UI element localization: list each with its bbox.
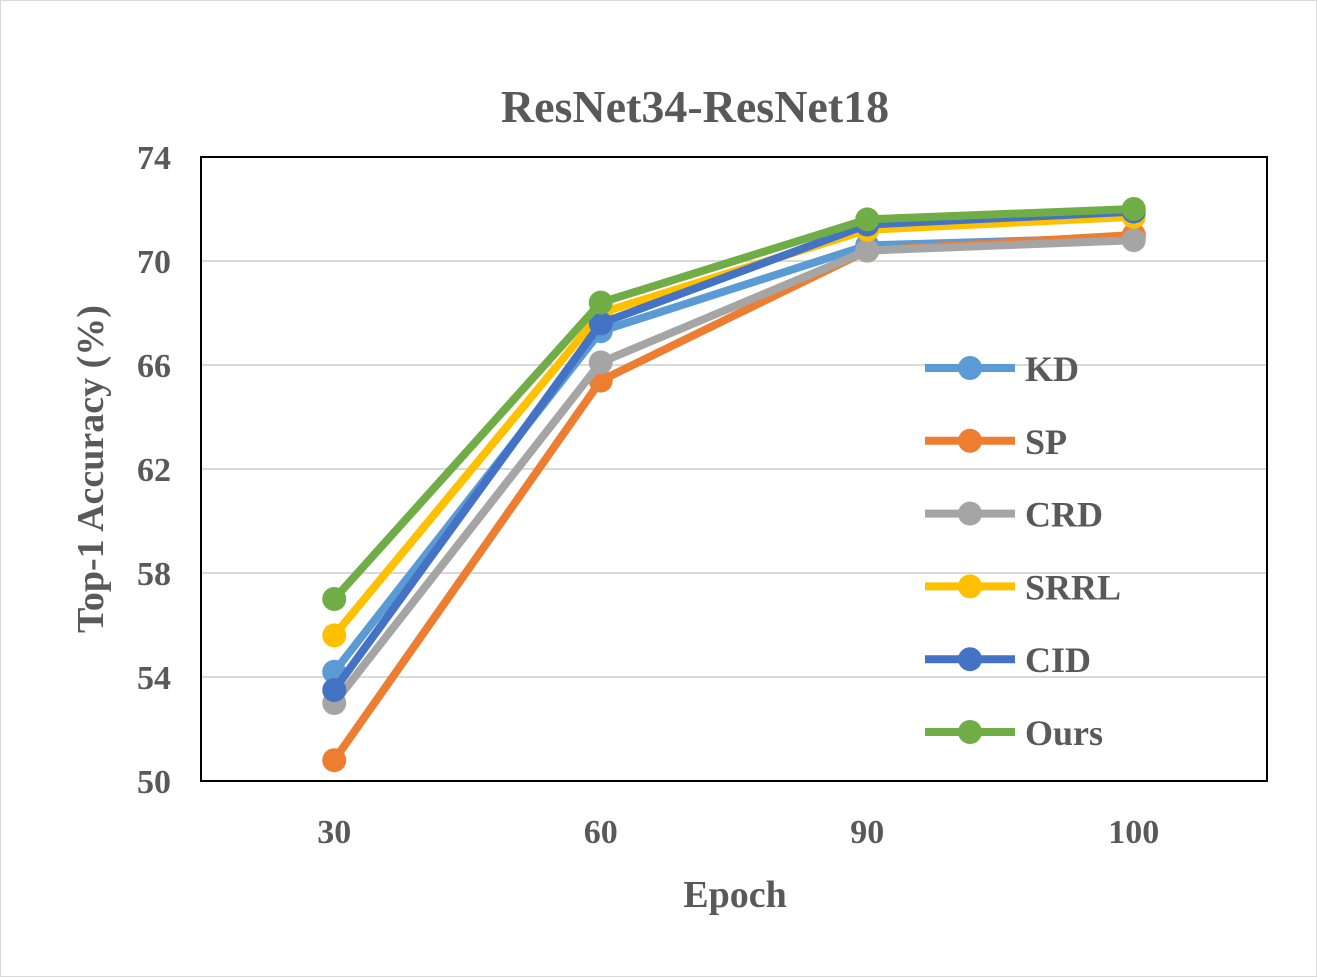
x-tick-label: 90: [850, 814, 884, 851]
data-point: [588, 290, 613, 315]
y-tick-label: 58: [137, 556, 171, 593]
y-tick-label: 66: [137, 348, 171, 385]
legend-label: KD: [1025, 349, 1079, 389]
series-kd: [322, 225, 1146, 684]
legend-label: SP: [1025, 422, 1067, 462]
series-line: [330, 231, 1134, 763]
data-point: [588, 311, 613, 336]
series-line: [331, 236, 1134, 706]
x-axis-ticks: 30 60 90 100: [317, 814, 1159, 851]
legend-item-kd: KD: [925, 349, 1079, 389]
series-layer: [322, 197, 1146, 773]
legend-label: CID: [1025, 640, 1091, 680]
x-tick-label: 60: [584, 814, 618, 851]
series-line: [331, 207, 1134, 693]
y-tick-label: 70: [137, 244, 171, 281]
legend-marker: [958, 647, 982, 672]
y-tick-label: 54: [137, 660, 171, 697]
data-point: [322, 623, 347, 648]
y-tick-label: 62: [137, 452, 171, 489]
y-axis-label: Top-1 Accuracy (%): [70, 305, 112, 633]
data-point: [588, 350, 613, 375]
x-tick-label: 30: [317, 814, 351, 851]
plot-area: [200, 156, 1268, 782]
data-point: [1121, 228, 1146, 253]
legend-marker: [958, 501, 982, 526]
legend-marker: [958, 428, 982, 453]
data-point: [1121, 197, 1146, 221]
data-point: [855, 207, 880, 232]
legend-label: SRRL: [1025, 567, 1121, 607]
series-ours: [322, 197, 1146, 611]
legend-label: Ours: [1025, 713, 1103, 753]
data-point: [322, 587, 347, 611]
legend-item-ours: Ours: [925, 713, 1103, 753]
x-tick-label: 100: [1108, 814, 1159, 851]
y-tick-label: 74: [137, 140, 171, 177]
legend-item-crd: CRD: [925, 495, 1103, 535]
legend-item-cid: CID: [925, 640, 1091, 680]
legend-item-sp: SP: [925, 422, 1067, 462]
legend: KD SP CRD SRRL CID Ours: [925, 349, 1121, 753]
data-point: [322, 678, 347, 702]
data-point: [322, 748, 347, 773]
legend-marker: [958, 356, 982, 380]
series-crd: [322, 228, 1146, 715]
y-axis-ticks: 50 54 58 62 66 70 74: [137, 140, 171, 801]
data-point: [855, 238, 880, 263]
series-cid: [322, 199, 1146, 702]
series-line: [331, 205, 1134, 602]
legend-label: CRD: [1025, 495, 1103, 535]
legend-item-srrl: SRRL: [925, 567, 1121, 607]
legend-marker: [958, 720, 982, 744]
gridlines: [201, 260, 1267, 678]
y-tick-label: 50: [137, 764, 171, 801]
x-axis-label: Epoch: [683, 874, 786, 916]
legend-marker: [958, 574, 982, 599]
chart-title: ResNet34-ResNet18: [501, 81, 889, 132]
